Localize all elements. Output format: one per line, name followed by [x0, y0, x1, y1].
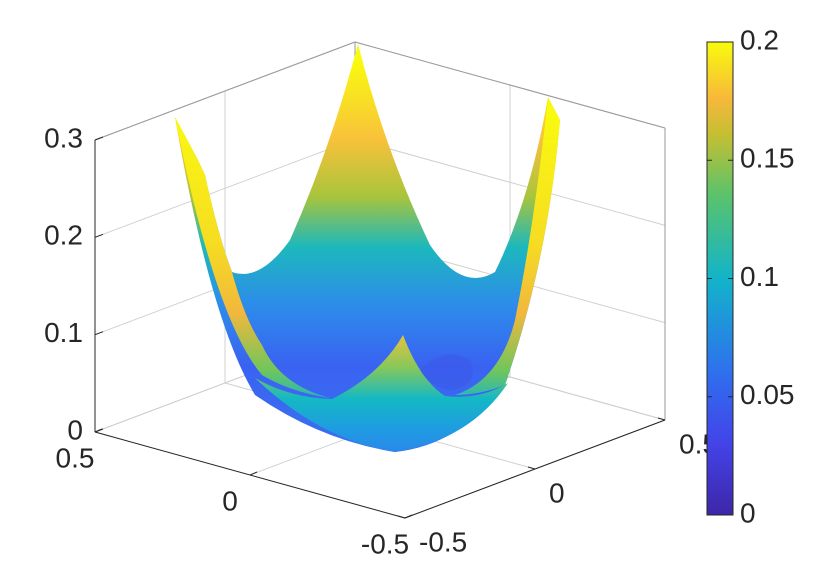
- box-edge: [94, 41, 356, 141]
- colorbar-tick-label: 0.05: [740, 379, 795, 410]
- colorbar-tick-label: 0.1: [740, 261, 779, 292]
- colorbar: 0 0.05 0.1 0.15 0.2: [706, 24, 795, 528]
- y-tick-label: -0.5: [419, 526, 467, 557]
- z-tick-label: 0: [67, 414, 83, 445]
- colorbar-tick-label: 0: [740, 497, 756, 528]
- axes: 00.10.20.3-0.500.5-0.500.5: [44, 122, 718, 559]
- x-tick: [94, 428, 103, 433]
- z-tick: [94, 136, 104, 141]
- x-tick: [404, 514, 413, 519]
- y-tick: [657, 417, 666, 421]
- box-edge: [354, 41, 666, 129]
- z-tick: [94, 331, 104, 336]
- x-tick-label: -0.5: [361, 528, 409, 559]
- colorbar-tick-label: 0.15: [740, 143, 795, 174]
- x-tick-label: 0: [222, 485, 238, 516]
- surface-back: [175, 44, 560, 452]
- z-tick-label: 0.3: [44, 122, 83, 153]
- y-tick-label: 0: [549, 477, 565, 508]
- surface-left-wing: [175, 117, 330, 398]
- y-tick: [397, 515, 406, 519]
- z-tick-label: 0.2: [44, 220, 83, 251]
- x-tick-label: 0.5: [56, 442, 95, 473]
- colorbar-tick-label: 0.2: [740, 24, 779, 55]
- surface-front: [255, 335, 508, 452]
- y-tick: [527, 466, 536, 470]
- z-tick-label: 0.1: [44, 317, 83, 348]
- z-tick: [94, 233, 104, 238]
- x-tick: [249, 471, 258, 476]
- surface-right-wing: [455, 97, 560, 395]
- surface: [175, 44, 560, 452]
- surface-dip: [420, 354, 473, 390]
